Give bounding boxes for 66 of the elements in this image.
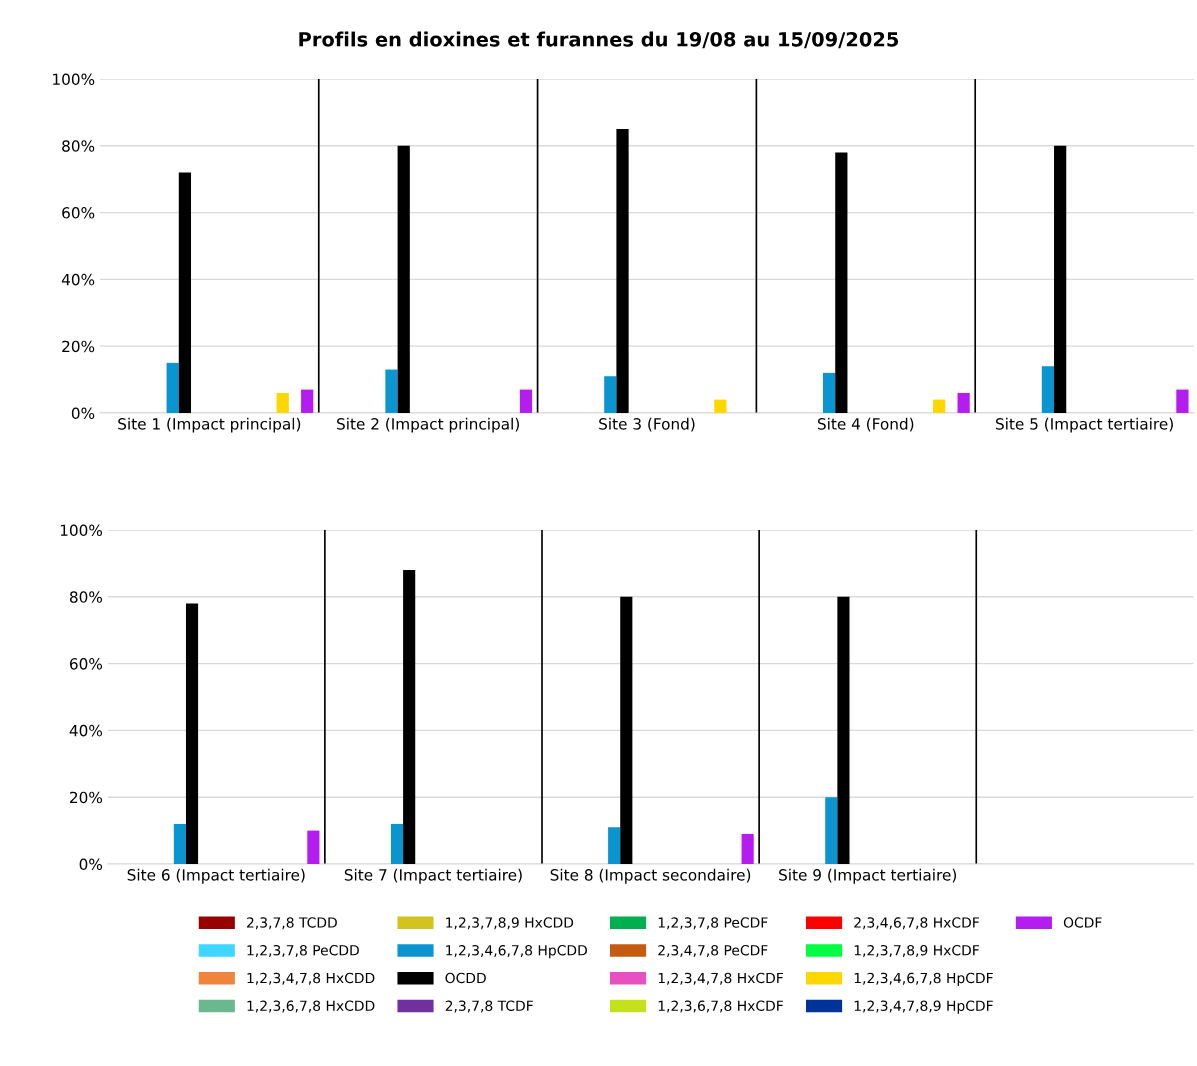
- bar: [837, 596, 850, 864]
- bar: [825, 797, 838, 864]
- legend-label: 1,2,3,4,6,7,8 HpCDF: [854, 972, 993, 986]
- bar: [604, 376, 617, 413]
- y-tick-label: 20%: [62, 340, 95, 353]
- bar: [933, 399, 946, 413]
- legend-label: 1,2,3,4,7,8 HxCDF: [658, 972, 783, 985]
- x-tick-label: Site 7 (Impact tertiaire): [344, 868, 522, 884]
- bar: [835, 152, 848, 413]
- legend-label: 2,3,7,8 TCDD: [247, 917, 337, 930]
- x-tick-label: Site 4 (Fond): [817, 417, 914, 432]
- y-tick-label: 100%: [60, 524, 103, 537]
- bar: [301, 389, 314, 413]
- y-tick-label: 40%: [61, 273, 95, 286]
- bar: [714, 399, 727, 413]
- bar: [397, 145, 410, 413]
- bar: [390, 823, 404, 864]
- x-tick-label: Site 1 (Impact principal): [118, 417, 301, 433]
- legend-label: 1,2,3,4,7,8,9 HpCDF: [854, 1000, 993, 1014]
- legend-label: 1,2,3,7,8,9 HxCDF: [854, 944, 979, 957]
- bar: [616, 129, 629, 413]
- bar: [608, 827, 621, 864]
- x-tick-label: Site 5 (Impact tertiaire): [995, 417, 1173, 433]
- x-tick-label: Site 3 (Fond): [599, 417, 695, 432]
- y-tick-label: 0%: [71, 407, 95, 419]
- y-tick-label: 20%: [70, 791, 103, 804]
- y-tick-label: 60%: [62, 207, 95, 219]
- bar: [385, 369, 398, 413]
- bar: [1176, 389, 1189, 413]
- bar: [185, 603, 199, 864]
- legend-label: 2,3,4,6,7,8 HxCDF: [854, 917, 979, 930]
- legend-label: 1,2,3,7,8,9 HxCDD: [446, 917, 574, 930]
- chart-title: Profils en dioxines et furannes du 19/08 au 15/09/2025: [299, 31, 899, 49]
- legend-label: OCDF: [1063, 917, 1102, 928]
- bar: [519, 389, 533, 413]
- bar: [178, 172, 192, 413]
- y-tick-label: 60%: [69, 658, 103, 670]
- legend-label: 1,2,3,4,6,7,8 HpCDD: [446, 944, 587, 959]
- bar: [957, 392, 970, 413]
- y-tick-label: 40%: [69, 724, 103, 737]
- bar: [166, 362, 179, 413]
- bar: [741, 833, 754, 864]
- x-tick-label: Site 9 (Impact tertiaire): [779, 868, 957, 884]
- legend-label: 1,2,3,6,7,8 HxCDF: [658, 1000, 783, 1013]
- x-tick-label: Site 8 (Impact secondaire): [550, 868, 751, 884]
- bar: [1041, 366, 1055, 413]
- y-tick-label: 100%: [53, 73, 95, 86]
- legend-label: 1,2,3,7,8 PeCDF: [658, 917, 768, 930]
- x-tick-label: Site 2 (Impact principal): [337, 417, 519, 433]
- x-tick-label: Site 6 (Impact tertiaire): [127, 868, 305, 884]
- bar: [1054, 145, 1067, 413]
- bar: [307, 830, 320, 864]
- legend-label: 1,2,3,4,7,8 HxCDD: [247, 972, 375, 985]
- bar: [822, 372, 836, 413]
- y-tick-label: 0%: [79, 858, 103, 871]
- legend-label: 1,2,3,7,8 PeCDD: [247, 944, 359, 957]
- legend-label: 2,3,7,8 TCDF: [445, 1000, 533, 1013]
- bar: [620, 596, 633, 864]
- legend-label: 2,3,4,7,8 PeCDF: [658, 944, 768, 957]
- bar: [403, 570, 416, 864]
- legend-label: OCDD: [445, 972, 486, 984]
- y-tick-label: 80%: [62, 140, 95, 152]
- bar: [173, 823, 186, 864]
- y-tick-label: 80%: [69, 591, 103, 603]
- legend-label: 1,2,3,6,7,8 HxCDD: [247, 1000, 375, 1013]
- bar: [276, 392, 289, 413]
